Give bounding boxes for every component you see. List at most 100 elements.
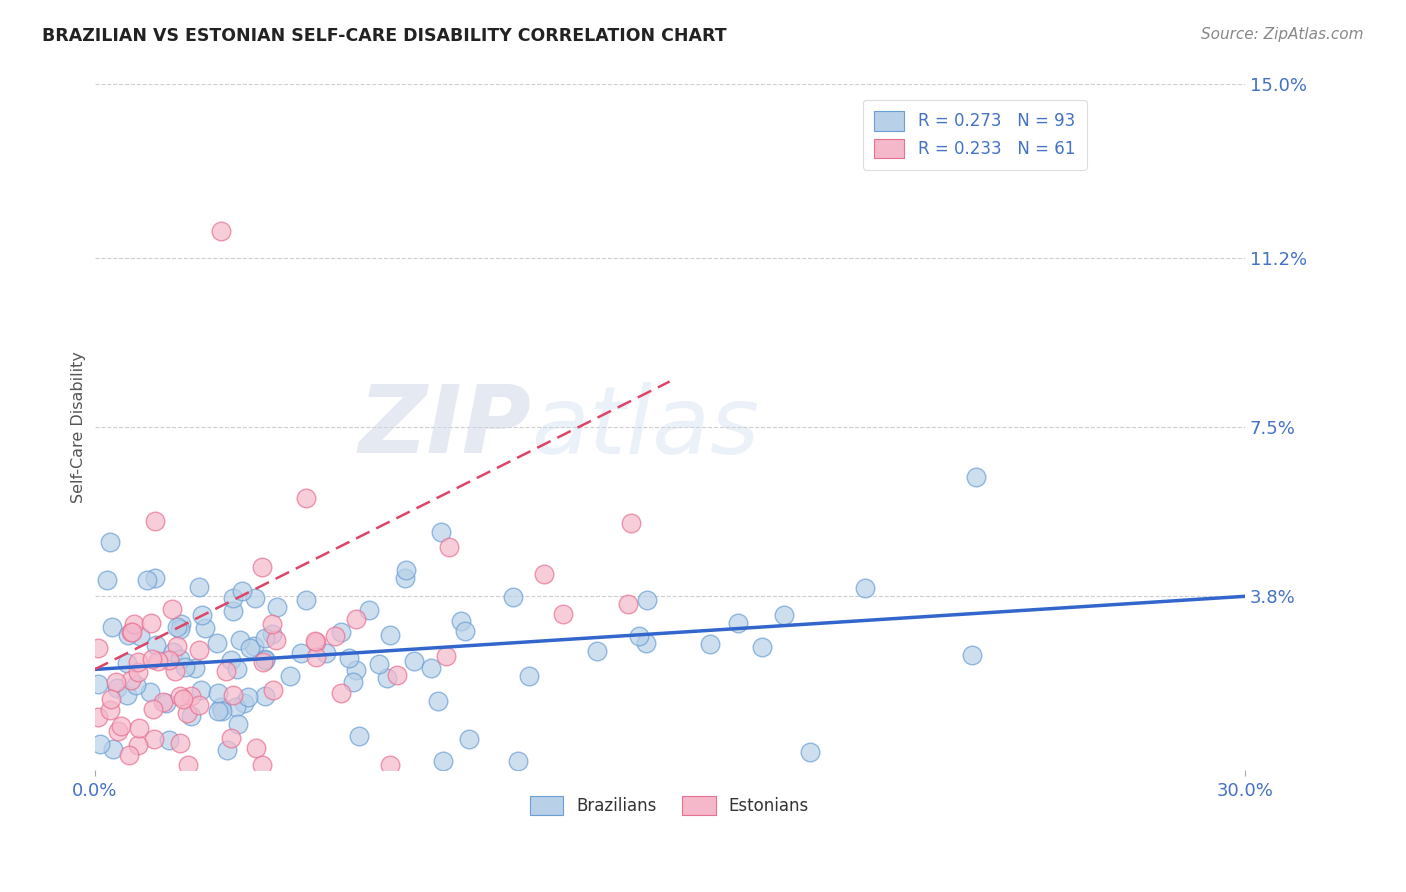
Point — [278, 669, 301, 683]
Point — [142, 732, 165, 747]
Point — [155, 696, 177, 710]
Point — [160, 602, 183, 616]
Point — [98, 534, 121, 549]
Point — [166, 620, 188, 634]
Point — [87, 709, 110, 723]
Point — [250, 758, 273, 772]
Point — [187, 642, 209, 657]
Point — [180, 709, 202, 723]
Point — [254, 689, 277, 703]
Point — [264, 632, 287, 647]
Point — [380, 628, 402, 642]
Point — [228, 633, 250, 648]
Point — [124, 617, 146, 632]
Point — [173, 660, 195, 674]
Point — [231, 584, 253, 599]
Point — [239, 641, 262, 656]
Point — [98, 703, 121, 717]
Point — [226, 716, 249, 731]
Point — [402, 654, 425, 668]
Point — [636, 593, 658, 607]
Y-axis label: Self-Care Disability: Self-Care Disability — [72, 351, 86, 503]
Point — [222, 591, 245, 605]
Point — [773, 607, 796, 622]
Point — [434, 648, 457, 663]
Point — [169, 735, 191, 749]
Point — [347, 729, 370, 743]
Point — [620, 516, 643, 531]
Point — [176, 706, 198, 720]
Point — [323, 629, 346, 643]
Point — [188, 580, 211, 594]
Point — [262, 626, 284, 640]
Point — [344, 612, 367, 626]
Point — [209, 224, 232, 238]
Point — [304, 634, 326, 648]
Point — [262, 683, 284, 698]
Point — [636, 636, 658, 650]
Point — [243, 591, 266, 605]
Point — [305, 650, 328, 665]
Point — [100, 692, 122, 706]
Point — [127, 665, 149, 679]
Point — [432, 754, 454, 768]
Point — [207, 705, 229, 719]
Point — [225, 699, 247, 714]
Point — [157, 733, 180, 747]
Point — [100, 620, 122, 634]
Point — [117, 656, 139, 670]
Point — [101, 741, 124, 756]
Point — [188, 698, 211, 713]
Point — [458, 732, 481, 747]
Point — [243, 639, 266, 653]
Point — [266, 599, 288, 614]
Point — [357, 602, 380, 616]
Point — [439, 540, 461, 554]
Point — [585, 643, 607, 657]
Point — [628, 629, 651, 643]
Point — [378, 758, 401, 772]
Point — [89, 737, 111, 751]
Point — [344, 663, 367, 677]
Point — [616, 597, 638, 611]
Point — [121, 625, 143, 640]
Point — [250, 559, 273, 574]
Legend: Brazilians, Estonians: Brazilians, Estonians — [522, 788, 817, 823]
Point — [115, 688, 138, 702]
Point — [329, 686, 352, 700]
Point — [87, 640, 110, 655]
Point — [110, 719, 132, 733]
Point — [142, 701, 165, 715]
Point — [136, 574, 159, 588]
Point — [699, 637, 721, 651]
Point — [177, 758, 200, 772]
Point — [169, 623, 191, 637]
Point — [236, 690, 259, 704]
Point — [127, 656, 149, 670]
Point — [252, 655, 274, 669]
Point — [145, 638, 167, 652]
Point — [375, 671, 398, 685]
Point — [337, 651, 360, 665]
Point — [163, 665, 186, 679]
Point — [166, 639, 188, 653]
Point — [502, 590, 524, 604]
Text: atlas: atlas — [531, 382, 759, 473]
Point — [209, 699, 232, 714]
Point — [194, 621, 217, 635]
Point — [395, 562, 418, 576]
Point — [450, 614, 472, 628]
Point — [394, 571, 416, 585]
Point — [169, 689, 191, 703]
Point — [215, 665, 238, 679]
Point — [117, 628, 139, 642]
Point — [207, 686, 229, 700]
Point — [129, 629, 152, 643]
Point — [128, 721, 150, 735]
Point — [855, 581, 877, 595]
Point — [120, 624, 142, 639]
Point — [294, 491, 316, 505]
Point — [96, 573, 118, 587]
Point — [143, 514, 166, 528]
Point — [508, 754, 530, 768]
